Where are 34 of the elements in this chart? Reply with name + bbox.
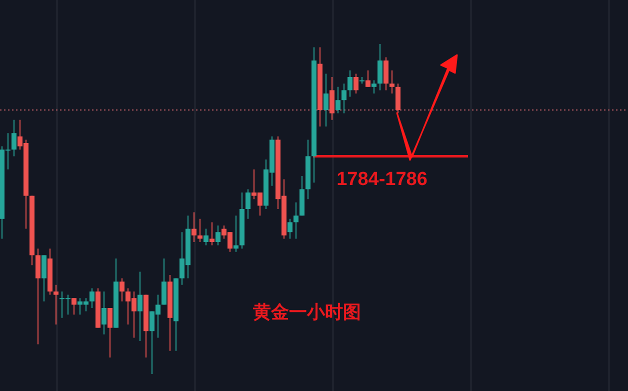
candlestick — [336, 86, 340, 114]
candlestick — [294, 202, 298, 240]
candlestick — [36, 248, 40, 345]
annotation: 1784-1786 — [336, 169, 428, 190]
candlestick — [246, 188, 250, 220]
candlestick — [162, 258, 166, 306]
candlestick — [72, 298, 76, 316]
annotation: 黄金一小时图 — [252, 302, 361, 323]
candlestick — [102, 291, 106, 335]
candlestick — [54, 284, 58, 325]
candlestick — [342, 83, 346, 114]
candlestick — [210, 222, 214, 246]
candlestick — [324, 73, 328, 127]
candlestick — [330, 76, 334, 120]
candlestick — [390, 70, 394, 94]
candlestick — [384, 56, 388, 91]
candlestick — [366, 70, 370, 88]
candlestick — [216, 225, 220, 246]
candlestick — [42, 254, 46, 302]
candlestick — [396, 83, 400, 114]
candlestick — [198, 218, 202, 242]
candlestick — [12, 119, 16, 157]
candlestick — [348, 70, 352, 98]
candlestick — [234, 215, 238, 252]
candlestick — [204, 228, 208, 246]
candlestick — [108, 308, 112, 358]
candlestick — [378, 44, 382, 91]
candlestick — [288, 218, 292, 240]
candlestick — [192, 212, 196, 242]
candlestick — [354, 73, 358, 94]
candlestick — [138, 271, 142, 342]
candlestick — [372, 80, 376, 94]
candlestick — [90, 288, 94, 308]
candlestick — [120, 278, 124, 302]
